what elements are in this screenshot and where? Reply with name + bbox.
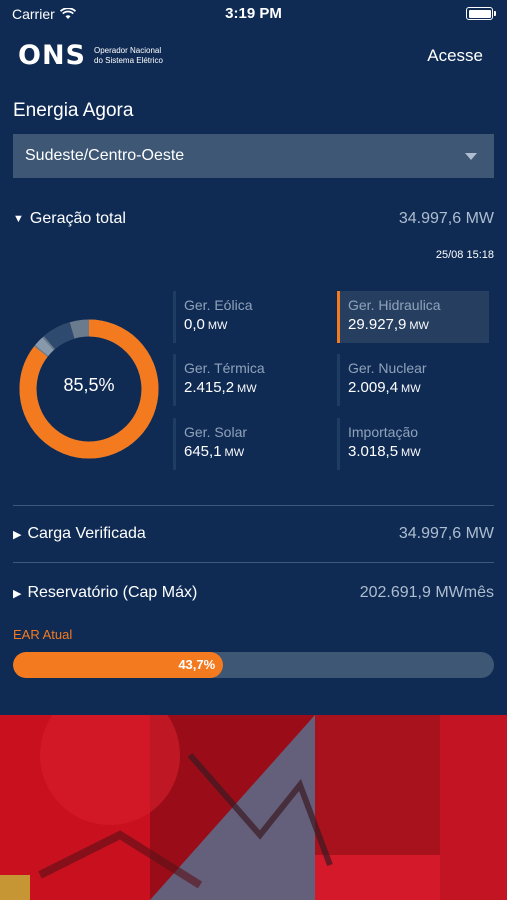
battery-icon [466,7,496,20]
ear-progress-bar: 43,7% [13,652,494,678]
clock: 3:19 PM [225,5,282,22]
source-card-importacao[interactable]: Importação 3.018,5 MW [337,418,489,470]
chevron-down-icon [465,153,477,160]
source-card-eolica[interactable]: Ger. Eólica 0,0 MW [173,291,325,343]
carrier-indicator: Carrier [12,6,76,22]
triangle-down-icon: ▼ [13,213,24,225]
source-unit: MW [401,383,421,395]
region-select[interactable]: Sudeste/Centro-Oeste [13,134,494,178]
page-title: Energia Agora [13,100,134,121]
load-toggle[interactable]: ▶ Carga Verificada 34.997,6 MW [13,522,494,546]
logo-mark: ONS [18,40,86,71]
divider [13,562,494,563]
donut-hydro-arc [19,319,159,459]
reservoir-label: Reservatório (Cap Máx) [27,584,198,601]
status-bar: Carrier 3:19 PM [0,0,507,30]
logo-text-line: do Sistema Elétrico [94,55,163,65]
source-card-solar[interactable]: Ger. Solar 645,1 MW [173,418,325,470]
generation-total: 34.997,6 MW [398,210,494,227]
load-value: 34.997,6 MW [398,525,494,542]
source-value: 2.009,4 [348,379,399,396]
source-unit: MW [237,383,257,395]
source-card-nuclear[interactable]: Ger. Nuclear 2.009,4 MW [337,354,489,406]
source-name: Ger. Térmica [184,360,265,376]
source-value: 2.415,2 [184,379,235,396]
ear-label: EAR Atual [13,627,73,642]
divider [13,505,494,506]
wifi-icon [59,8,76,19]
source-value: 645,1 [184,443,222,460]
source-name: Ger. Eólica [184,297,253,313]
source-name: Ger. Nuclear [348,360,427,376]
app-header: ONS Operador Nacional do Sistema Elétric… [0,30,507,86]
source-name: Ger. Solar [184,424,248,440]
source-unit: MW [224,447,245,459]
source-unit: MW [401,447,421,459]
source-value: 3.018,5 [348,443,399,460]
triangle-right-icon: ▶ [13,528,22,541]
donut-percent: 85,5% [63,375,115,395]
generation-label: Geração total [29,210,126,227]
logo-text: Operador Nacional do Sistema Elétrico [94,46,164,66]
region-select-value: Sudeste/Centro-Oeste [25,147,185,164]
source-card-termica[interactable]: Ger. Térmica 2.415,2 MW [173,354,325,406]
generation-toggle[interactable]: ▼ Geração total 34.997,6 MW [13,207,494,231]
logo-text-line: Operador Nacional [94,45,162,55]
generation-donut-chart [19,319,159,459]
triangle-right-icon: ▶ [13,587,22,600]
source-value: 29.927,9 [348,316,407,333]
reservoir-toggle[interactable]: ▶ Reservatório (Cap Máx) 202.691,9 MWmês [13,581,494,605]
source-unit: MW [409,320,429,332]
load-label: Carga Verificada [27,525,146,542]
ons-logo[interactable]: ONS Operador Nacional do Sistema Elétric… [18,40,164,71]
update-timestamp: 25/08 15:18 [435,249,494,261]
source-name: Ger. Hidraulica [348,297,441,313]
reservoir-value: 202.691,9 MWmês [359,584,494,601]
access-link[interactable]: Acesse [427,46,483,65]
ear-progress-fill: 43,7% [13,652,224,678]
source-value: 0,0 [184,316,205,333]
source-name: Importação [348,424,419,440]
source-unit: MW [207,320,228,332]
banner-image [0,715,507,900]
ear-percent: 43,7% [178,657,216,672]
source-card-hidraulica[interactable]: Ger. Hidraulica 29.927,9 MW [337,291,489,343]
carrier-label: Carrier [12,6,55,22]
